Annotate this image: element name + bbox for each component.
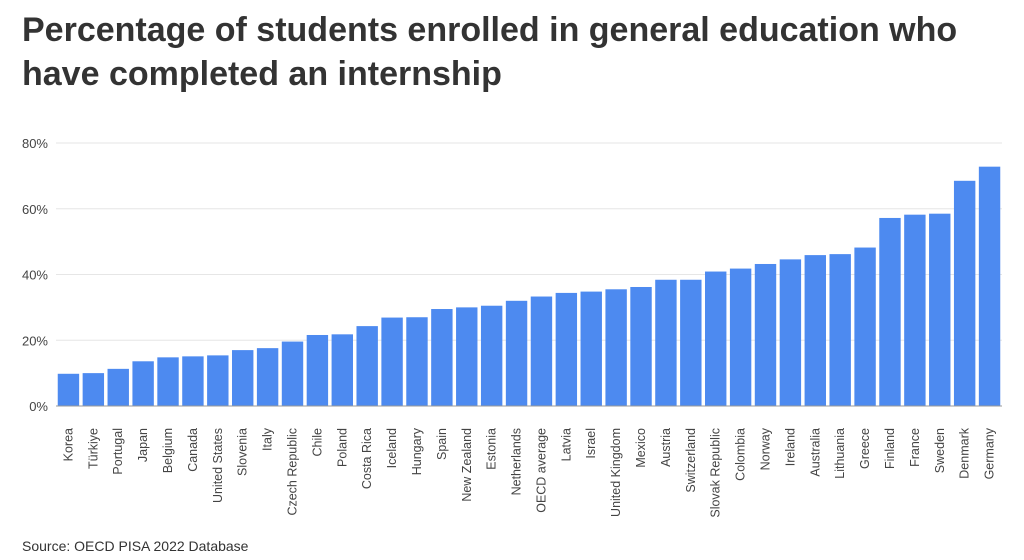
bar	[804, 255, 826, 406]
bar	[132, 361, 154, 406]
x-tick-label: Hungary	[410, 427, 424, 475]
bar	[605, 289, 627, 406]
x-tick-label: Poland	[335, 428, 349, 467]
x-tick-label: Israel	[584, 428, 598, 459]
bar	[431, 309, 453, 406]
x-tick-label: Slovenia	[236, 428, 250, 476]
x-tick-label: Czech Republic	[286, 428, 300, 516]
bar	[655, 279, 677, 406]
x-tick-label: Austria	[659, 428, 673, 467]
bar	[530, 296, 553, 406]
bar	[331, 334, 353, 406]
bar	[854, 247, 876, 406]
x-tick-label: Estonia	[485, 428, 499, 470]
bar	[381, 317, 403, 406]
y-tick-label: 40%	[22, 268, 48, 283]
x-tick-label: Costa Rica	[360, 428, 374, 489]
x-tick-label: United Kingdom	[609, 428, 623, 517]
x-tick-label: Japan	[136, 428, 150, 462]
bar	[456, 307, 478, 406]
y-tick-label: 60%	[22, 202, 48, 217]
x-tick-label: Denmark	[958, 427, 972, 478]
x-tick-label: OECD average	[534, 428, 548, 513]
x-tick-label: Iceland	[385, 428, 399, 468]
bar	[929, 213, 951, 406]
y-tick-label: 20%	[22, 333, 48, 348]
bar	[630, 286, 652, 406]
x-tick-label: Finland	[883, 428, 897, 469]
x-tick-label: Netherlands	[510, 428, 524, 495]
x-tick-label: Latvia	[559, 428, 573, 461]
bar	[505, 300, 528, 406]
x-tick-label: Australia	[808, 428, 822, 477]
bar	[232, 350, 254, 406]
x-tick-label: Colombia	[734, 428, 748, 481]
bar	[406, 317, 428, 406]
bar	[281, 341, 304, 406]
bar	[729, 268, 752, 406]
x-tick-label: Chile	[310, 428, 324, 457]
bar	[978, 166, 1001, 406]
x-tick-label: Korea	[61, 428, 75, 461]
bar	[829, 254, 851, 406]
x-tick-label: Sweden	[933, 428, 947, 473]
x-tick-label: France	[908, 428, 922, 467]
x-tick-label: Türkiye	[86, 428, 100, 469]
x-tick-label: Norway	[759, 427, 773, 470]
bar	[157, 357, 179, 406]
bar	[879, 217, 901, 406]
bar	[57, 373, 80, 406]
bar	[82, 373, 105, 406]
bars	[57, 166, 1001, 406]
x-tick-label: United States	[211, 428, 225, 503]
bar	[680, 279, 702, 406]
x-tick-label: Lithuania	[833, 428, 847, 479]
x-tick-label: Slovak Republic	[709, 428, 723, 518]
bar	[580, 291, 602, 406]
bar	[705, 271, 727, 406]
x-tick-label: Canada	[186, 428, 200, 472]
bar	[207, 355, 229, 406]
x-tick-label: Greece	[858, 428, 872, 469]
bar	[754, 263, 777, 406]
bar	[256, 348, 279, 406]
x-tick-label: Spain	[435, 428, 449, 460]
y-tick-label: 0%	[29, 399, 48, 414]
y-tick-label: 80%	[22, 136, 48, 151]
bar	[953, 180, 976, 406]
bar	[779, 259, 802, 406]
source-note: Source: OECD PISA 2022 Database	[22, 538, 249, 554]
bar	[356, 326, 378, 406]
bar	[306, 334, 329, 406]
x-tick-label: Portugal	[111, 428, 125, 475]
x-tick-label: Switzerland	[684, 428, 698, 493]
x-tick-label: Belgium	[161, 428, 175, 473]
bar	[480, 305, 503, 406]
chart-title: Percentage of students enrolled in gener…	[22, 11, 958, 93]
x-axis: Korea Türkiye Portugal Japan Belgium Canada Un…	[61, 427, 996, 517]
x-tick-label: Ireland	[783, 428, 797, 466]
x-tick-label: Italy	[261, 427, 275, 451]
x-tick-label: Mexico	[634, 428, 648, 468]
x-tick-label: Germany	[983, 427, 997, 479]
bar	[107, 368, 129, 406]
bar	[904, 214, 926, 406]
x-tick-label: New Zealand	[460, 428, 474, 502]
bar	[555, 292, 578, 406]
bar	[182, 356, 204, 406]
y-axis: 0% 20% 40% 60% 80%	[22, 136, 48, 414]
